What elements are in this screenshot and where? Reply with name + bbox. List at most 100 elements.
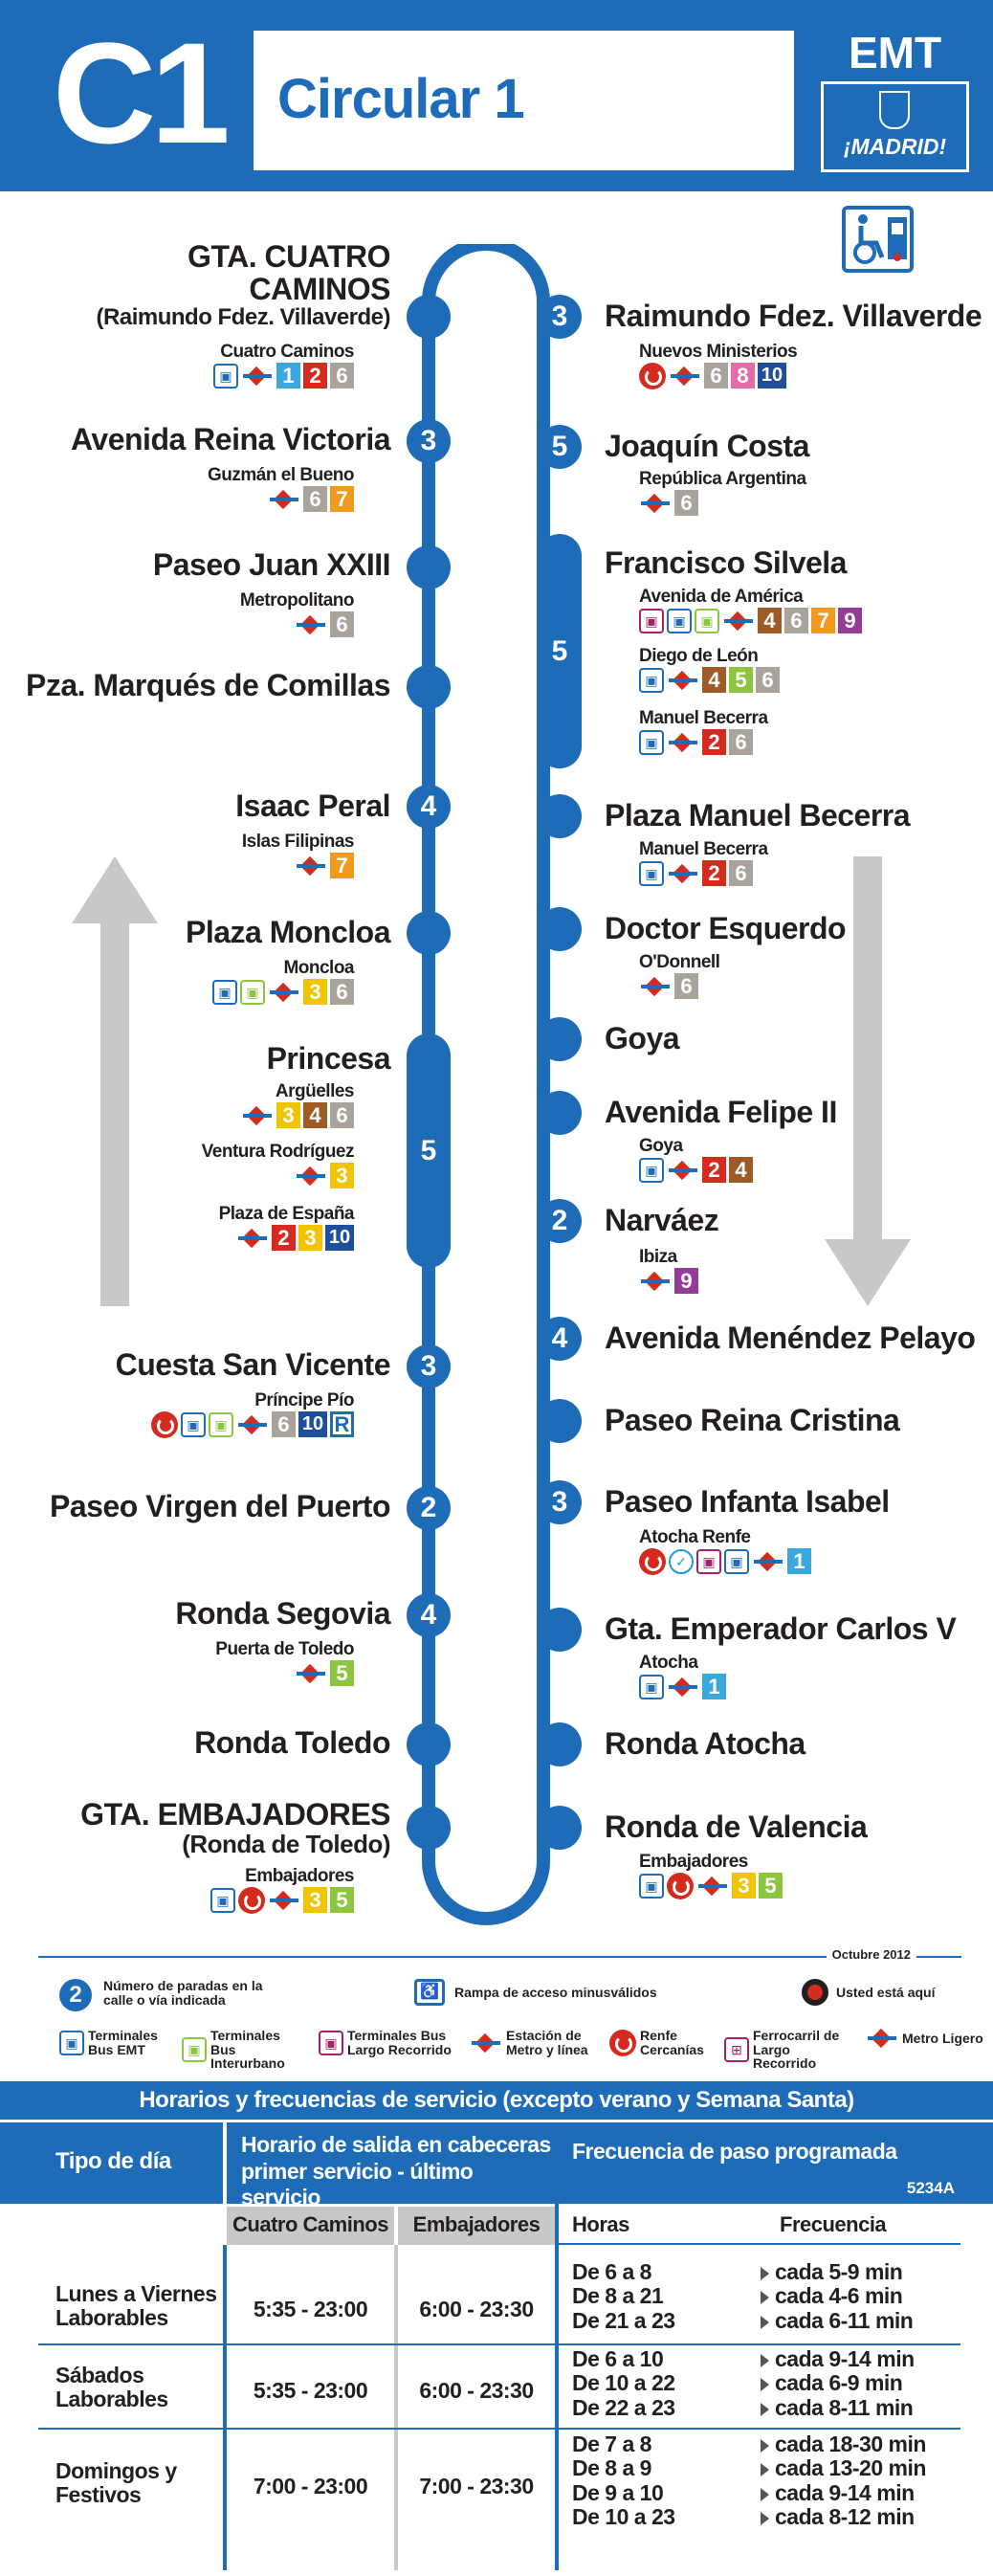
legend-you-are-here-text: Usted está aquí bbox=[836, 1985, 936, 2000]
col-hours-label: Horario de salida en cabeceras primer se… bbox=[241, 2132, 551, 2210]
renfe-icon bbox=[639, 1547, 666, 1575]
station-name: Goya bbox=[605, 1021, 680, 1055]
hours-line: De 21 a 23 bbox=[572, 2307, 675, 2333]
stop-dot bbox=[538, 1091, 582, 1135]
station-name: GTA. EMBAJADORES bbox=[80, 1797, 390, 1832]
divider bbox=[38, 2343, 960, 2345]
legend-bus-largo: ▣ Terminales Bus Largo Recorrido bbox=[319, 2029, 452, 2056]
bus-emt-icon: ▣ bbox=[639, 1157, 664, 1183]
metro-line-badge: 2 bbox=[702, 860, 726, 886]
station-menendez-pelayo: Avenida Menéndez Pelayo bbox=[605, 1321, 976, 1355]
connection-icons: 3 bbox=[202, 1163, 354, 1188]
metro-line-badge: 5 bbox=[330, 1887, 354, 1913]
line-name-box bbox=[254, 31, 794, 170]
connection-station: Manuel Becerra bbox=[639, 839, 768, 859]
metro-icon bbox=[295, 614, 327, 634]
metro-line-badge: 7 bbox=[330, 486, 354, 512]
schedule-title-bar bbox=[0, 2081, 993, 2120]
down-arrow-icon bbox=[825, 856, 911, 1306]
station-goya: Goya bbox=[605, 1021, 680, 1055]
ramp-icon: ♿ bbox=[414, 1979, 445, 2006]
metro-icon bbox=[667, 670, 699, 690]
metro-line-badge: 1 bbox=[787, 1548, 811, 1574]
schedule-code: 5234A bbox=[906, 2179, 955, 2197]
connection-block: Guzmán el Bueno 6 7 bbox=[208, 465, 354, 512]
legend-row: ▣ Terminales Bus EMT ▣ Terminales Bus Inte… bbox=[59, 2029, 988, 2071]
connection-block: Goya ▣ 2 4 bbox=[639, 1136, 753, 1183]
metro-icon bbox=[696, 1876, 729, 1896]
col-separator bbox=[555, 2122, 559, 2570]
connection-station: Islas Filipinas bbox=[241, 832, 355, 852]
legend-bus-emt-text: Terminales Bus EMT bbox=[88, 2028, 158, 2057]
connection-icons: ▣ 2 6 bbox=[639, 729, 768, 755]
legend-stops-text: Número de paradas en la calle o vía indi… bbox=[103, 1978, 263, 2008]
connection-icons: 7 bbox=[242, 853, 354, 878]
station-ronda-valencia: Ronda de Valencia bbox=[605, 1810, 868, 1844]
bus-emt-icon: ▣ bbox=[639, 1873, 664, 1899]
station-name: Francisco Silvela bbox=[605, 545, 847, 580]
metro-line-badge: 2 bbox=[303, 363, 327, 389]
freq-line: cada 13-20 min bbox=[775, 2455, 926, 2481]
hours-line: De 7 a 8 bbox=[572, 2432, 651, 2456]
renfe-icon bbox=[639, 362, 666, 389]
bus-emt-icon: ▣ bbox=[212, 979, 237, 1005]
bus-emt-icon: ▣ bbox=[639, 667, 664, 693]
stop-dot bbox=[407, 665, 451, 709]
station-name: Paseo Juan XXIII bbox=[152, 547, 391, 582]
connection-icons: ▣ 2 4 bbox=[639, 1157, 753, 1183]
connection-station: Cuatro Caminos bbox=[220, 342, 354, 362]
metro-icon bbox=[236, 1228, 269, 1248]
sub-head-freq: Frecuencia bbox=[780, 2212, 887, 2236]
metro-icon bbox=[639, 976, 672, 996]
metro-line-badge: 6 bbox=[704, 363, 728, 389]
row-hours: De 6 a 8 De 8 a 21 De 21 a 23 bbox=[572, 2259, 675, 2333]
madrid-text: ¡MADRID! bbox=[843, 134, 947, 159]
connection-station: República Argentina bbox=[639, 469, 806, 489]
station-cuesta-san-vicente: Cuesta San Vicente bbox=[116, 1348, 391, 1382]
freq-line: cada 4-6 min bbox=[775, 2283, 903, 2309]
station-reina-cristina: Paseo Reina Cristina bbox=[605, 1404, 900, 1437]
station-name: CAMINOS bbox=[249, 271, 390, 306]
connection-icons: ▣ 1 2 6 bbox=[213, 363, 354, 389]
station-francisco-silvela: Francisco Silvela bbox=[605, 545, 847, 580]
station-marques-comillas: Pza. Marqués de Comillas bbox=[26, 669, 391, 702]
stop-dot: 2 bbox=[407, 1486, 451, 1530]
connection-station: Embajadores bbox=[639, 1852, 748, 1872]
freq-line: cada 18-30 min bbox=[775, 2432, 926, 2456]
connection-icons: ▣ 1 bbox=[639, 1674, 726, 1699]
bullet-arrow-icon bbox=[761, 2463, 769, 2477]
metro-line-badge: 4 bbox=[303, 1102, 327, 1128]
divider bbox=[559, 2243, 960, 2245]
stop-dot bbox=[538, 1399, 582, 1443]
connection-block: Manuel Becerra ▣ 2 6 bbox=[639, 708, 768, 755]
hours-line: De 9 a 10 bbox=[572, 2479, 664, 2505]
metro-line-badge: 6 bbox=[756, 667, 780, 693]
row-first-b: 7:00 - 23:30 bbox=[419, 2474, 534, 2498]
stop-dot: 4 bbox=[407, 785, 451, 829]
station-ronda-segovia: Ronda Segovia bbox=[175, 1597, 390, 1631]
station-name: Raimundo Fdez. Villaverde bbox=[605, 299, 982, 333]
station-sub: (Ronda de Toledo) bbox=[182, 1829, 390, 1858]
stop-dot: 3 bbox=[407, 419, 451, 463]
sub-head-b bbox=[398, 2207, 555, 2245]
stop-dot: 3 bbox=[538, 295, 582, 339]
stop-dot bbox=[407, 1722, 451, 1766]
connection-block: Atocha Renfe ✓ ▣ ▣ 1 bbox=[639, 1527, 811, 1575]
ferrocarril-icon: ⊞ bbox=[724, 2037, 749, 2063]
stop-dot: 4 bbox=[538, 1317, 582, 1361]
metro-line-badge: 4 bbox=[758, 608, 782, 633]
metro-line-badge: 2 bbox=[702, 1157, 726, 1183]
metro-line-badge: 9 bbox=[838, 608, 862, 633]
legend-metro-text: Estación de Metro y línea bbox=[506, 2028, 588, 2057]
wheelchair-bus-icon bbox=[842, 206, 914, 273]
connection-station: Goya bbox=[639, 1136, 683, 1156]
station-reina-victoria: Avenida Reina Victoria bbox=[71, 423, 391, 456]
line-name: Circular 1 bbox=[277, 68, 525, 130]
row-hours: De 6 a 10 De 10 a 22 De 22 a 23 bbox=[572, 2346, 675, 2420]
station-sub: (Raimundo Fdez. Villaverde) bbox=[96, 304, 391, 331]
metro-line-badge: 6 bbox=[330, 611, 354, 637]
connection-icons: ▣ ▣ ▣ 4 6 7 9 bbox=[639, 608, 862, 633]
metro-icon bbox=[268, 489, 300, 509]
hours-line: De 10 a 22 bbox=[572, 2370, 675, 2396]
